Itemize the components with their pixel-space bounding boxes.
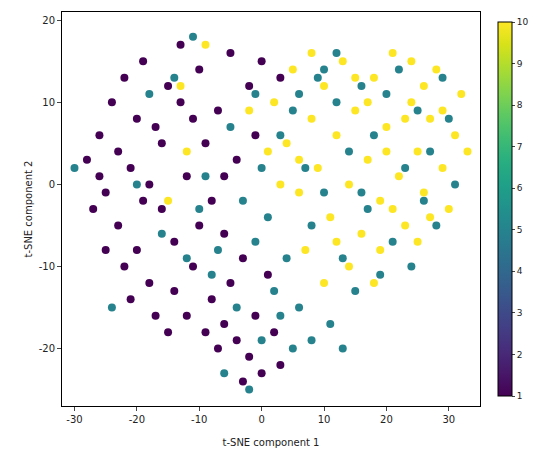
svg-text:3: 3 — [517, 308, 523, 318]
svg-text:1: 1 — [517, 391, 523, 401]
svg-text:-30: -30 — [66, 414, 82, 425]
svg-text:20: 20 — [380, 414, 393, 425]
svg-text:30: 30 — [442, 414, 455, 425]
svg-text:20: 20 — [42, 15, 55, 26]
svg-text:-10: -10 — [191, 414, 207, 425]
svg-text:0: 0 — [258, 414, 264, 425]
svg-text:6: 6 — [517, 183, 523, 193]
svg-text:t-SNE component 1: t-SNE component 1 — [223, 437, 320, 448]
svg-text:10: 10 — [318, 414, 331, 425]
svg-text:10: 10 — [42, 97, 55, 108]
svg-text:8: 8 — [517, 100, 523, 110]
svg-text:-20: -20 — [39, 343, 55, 354]
svg-text:10: 10 — [517, 17, 529, 27]
svg-text:9: 9 — [517, 59, 523, 69]
svg-text:2: 2 — [517, 350, 523, 360]
svg-text:t-SNE component 2: t-SNE component 2 — [23, 161, 34, 258]
svg-text:-10: -10 — [39, 261, 55, 272]
svg-text:0: 0 — [49, 179, 55, 190]
svg-text:7: 7 — [517, 142, 523, 152]
svg-text:5: 5 — [517, 225, 523, 235]
svg-text:4: 4 — [517, 266, 523, 276]
svg-text:-20: -20 — [129, 414, 145, 425]
